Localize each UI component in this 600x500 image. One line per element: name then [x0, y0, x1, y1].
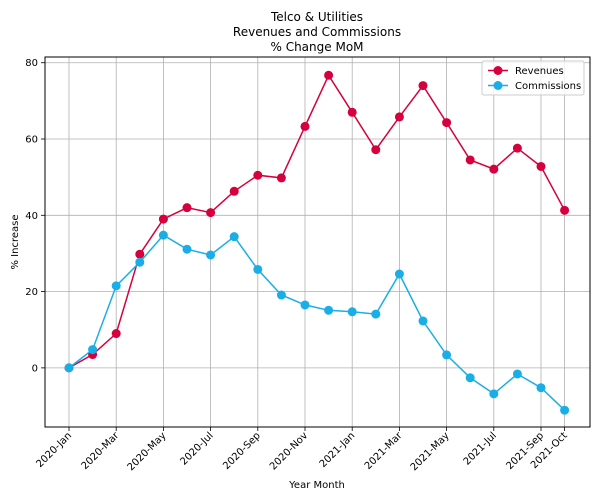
legend-label-revenues: Revenues	[515, 66, 564, 77]
data-point-commissions-2	[111, 281, 121, 291]
data-point-revenues-16	[442, 118, 452, 128]
data-point-commissions-12	[347, 307, 357, 317]
data-point-commissions-9	[276, 290, 286, 300]
x-tick-label-4: 2020-Sep	[221, 430, 263, 472]
x-axis: 2020-Jan 2020-Mar 2020-May 2020-Jul 2020-Sep…	[35, 427, 570, 473]
legend-label-commissions: Commissions	[515, 81, 581, 92]
series-layer	[64, 70, 570, 415]
data-point-commissions-15	[418, 316, 428, 326]
x-tick-label-9: 2021-Jul	[462, 430, 499, 467]
data-point-commissions-17	[465, 373, 475, 383]
chart-title-line-3: % Change MoM	[270, 40, 363, 54]
data-point-revenues-3	[135, 249, 145, 259]
x-tick-label-7: 2021-Mar	[363, 430, 405, 472]
y-axis: 0 20 40 60 80	[25, 58, 45, 374]
x-tick-label-3: 2020-Jul	[178, 430, 215, 467]
data-point-revenues-19	[512, 143, 522, 153]
data-point-revenues-7	[229, 186, 239, 196]
chart-title-line-1: Telco & Utilities	[270, 10, 363, 24]
grid	[45, 57, 590, 427]
data-point-revenues-13	[371, 145, 381, 155]
y-tick-label-0: 0	[32, 363, 38, 374]
series-line-commissions	[68, 234, 566, 411]
data-point-revenues-11	[324, 70, 334, 80]
data-point-revenues-2	[111, 329, 121, 339]
data-point-commissions-6	[206, 250, 216, 260]
data-point-commissions-1	[88, 345, 98, 355]
y-axis-title: % Increase	[10, 215, 21, 270]
data-point-commissions-13	[371, 309, 381, 319]
x-tick-label-5: 2020-Nov	[268, 430, 310, 472]
y-tick-label-20: 20	[25, 287, 38, 298]
data-point-revenues-14	[394, 112, 404, 122]
data-point-commissions-5	[182, 244, 192, 254]
data-point-revenues-21	[560, 205, 570, 215]
data-point-revenues-10	[300, 121, 310, 131]
y-tick-label-40: 40	[25, 211, 38, 222]
data-point-revenues-17	[465, 155, 475, 165]
data-point-commissions-19	[512, 369, 522, 379]
data-point-commissions-21	[560, 405, 570, 415]
data-point-commissions-18	[489, 389, 499, 399]
data-point-commissions-10	[300, 300, 310, 310]
data-point-commissions-20	[536, 383, 546, 393]
legend-marker-commissions	[493, 81, 503, 90]
x-tick-label-2: 2020-May	[126, 430, 169, 473]
series-line-revenues	[68, 73, 566, 369]
data-point-commissions-0	[64, 363, 74, 373]
chart-title-line-2: Revenues and Commissions	[233, 25, 401, 39]
x-axis-title: Year Month	[288, 480, 345, 491]
legend-marker-revenues	[493, 66, 503, 75]
data-point-revenues-8	[253, 170, 263, 180]
data-point-commissions-11	[324, 305, 334, 315]
data-point-revenues-12	[347, 107, 357, 117]
x-tick-label-1: 2020-Mar	[80, 430, 122, 472]
data-point-commissions-4	[158, 230, 168, 240]
data-point-commissions-7	[229, 232, 239, 242]
x-tick-label-8: 2021-May	[409, 430, 452, 473]
y-tick-label-60: 60	[25, 135, 38, 146]
data-point-revenues-5	[182, 203, 192, 213]
data-point-commissions-16	[442, 350, 452, 360]
legend-box	[481, 60, 585, 96]
chart-title: Telco & Utilities Revenues and Commissio…	[233, 10, 401, 54]
data-point-commissions-3	[135, 257, 145, 267]
data-point-revenues-15	[418, 81, 428, 91]
y-tick-label-80: 80	[25, 58, 38, 69]
legend: Revenues Commissions	[481, 60, 585, 96]
data-point-revenues-6	[206, 208, 216, 218]
data-point-revenues-9	[276, 173, 286, 183]
data-point-commissions-8	[253, 264, 263, 274]
data-point-commissions-14	[394, 269, 404, 279]
data-point-revenues-18	[489, 164, 499, 174]
data-point-revenues-20	[536, 161, 546, 171]
plot-frame	[44, 56, 591, 428]
x-tick-label-6: 2021-Jan	[318, 430, 358, 470]
x-tick-label-0: 2020-Jan	[35, 430, 75, 470]
data-point-revenues-4	[158, 214, 168, 224]
